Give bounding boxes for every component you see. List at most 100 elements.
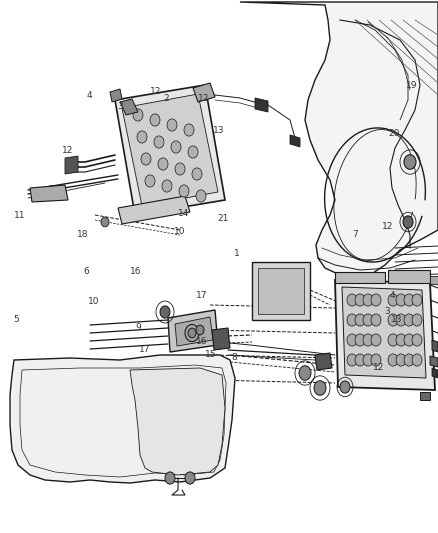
Circle shape xyxy=(371,334,381,346)
Polygon shape xyxy=(335,280,435,390)
Polygon shape xyxy=(212,328,230,350)
Text: 9: 9 xyxy=(135,324,141,332)
Circle shape xyxy=(396,354,406,366)
Text: 12: 12 xyxy=(382,222,393,231)
Text: 11: 11 xyxy=(14,212,25,220)
Circle shape xyxy=(179,185,189,197)
Circle shape xyxy=(412,314,422,326)
Polygon shape xyxy=(193,83,215,102)
Circle shape xyxy=(363,294,373,306)
Text: 16: 16 xyxy=(196,337,207,345)
Text: 12: 12 xyxy=(150,87,161,96)
Text: 5: 5 xyxy=(14,316,20,324)
Circle shape xyxy=(388,334,398,346)
Circle shape xyxy=(141,153,151,165)
Circle shape xyxy=(355,354,365,366)
Circle shape xyxy=(184,124,194,136)
Text: 4: 4 xyxy=(87,92,92,100)
Circle shape xyxy=(165,472,175,484)
Circle shape xyxy=(403,216,413,228)
Circle shape xyxy=(371,314,381,326)
Circle shape xyxy=(371,354,381,366)
Circle shape xyxy=(299,366,311,381)
Polygon shape xyxy=(118,196,190,224)
Text: 14: 14 xyxy=(178,209,190,217)
Circle shape xyxy=(133,109,143,121)
Text: 2: 2 xyxy=(164,94,169,103)
Polygon shape xyxy=(175,317,213,346)
Circle shape xyxy=(188,146,198,158)
Polygon shape xyxy=(335,272,385,283)
Text: 7: 7 xyxy=(352,230,358,239)
Circle shape xyxy=(388,294,398,306)
Circle shape xyxy=(355,294,365,306)
Circle shape xyxy=(396,314,406,326)
Text: 10: 10 xyxy=(174,228,185,236)
Text: 3: 3 xyxy=(385,308,391,316)
Polygon shape xyxy=(252,262,310,320)
Text: 12: 12 xyxy=(198,94,209,103)
Polygon shape xyxy=(430,276,438,284)
Text: 15: 15 xyxy=(205,350,217,359)
Circle shape xyxy=(404,334,414,346)
Circle shape xyxy=(347,354,357,366)
Circle shape xyxy=(196,325,204,335)
Circle shape xyxy=(404,155,416,169)
Circle shape xyxy=(162,180,172,192)
Polygon shape xyxy=(430,356,438,367)
Polygon shape xyxy=(342,287,426,378)
Polygon shape xyxy=(65,156,78,174)
Circle shape xyxy=(388,354,398,366)
Text: 20: 20 xyxy=(389,129,400,138)
Text: 8: 8 xyxy=(231,353,237,361)
Circle shape xyxy=(188,328,196,338)
Circle shape xyxy=(33,188,43,200)
Polygon shape xyxy=(290,135,300,147)
Circle shape xyxy=(196,190,206,202)
Polygon shape xyxy=(110,89,122,102)
Polygon shape xyxy=(240,2,438,278)
Polygon shape xyxy=(168,310,218,352)
Polygon shape xyxy=(432,340,438,352)
Polygon shape xyxy=(130,368,225,475)
Circle shape xyxy=(347,294,357,306)
Polygon shape xyxy=(258,268,304,314)
Text: 12: 12 xyxy=(62,146,74,155)
Text: 13: 13 xyxy=(391,316,402,324)
Circle shape xyxy=(396,334,406,346)
Circle shape xyxy=(192,168,202,180)
Text: 3: 3 xyxy=(117,102,124,111)
Text: 17: 17 xyxy=(196,292,207,300)
Text: 16: 16 xyxy=(130,268,141,276)
Text: 6: 6 xyxy=(84,268,90,276)
Circle shape xyxy=(175,163,185,175)
Polygon shape xyxy=(10,355,235,483)
Circle shape xyxy=(347,314,357,326)
Polygon shape xyxy=(122,94,218,206)
Polygon shape xyxy=(115,85,225,215)
Text: 10: 10 xyxy=(88,297,100,305)
Text: 19: 19 xyxy=(406,81,417,90)
Polygon shape xyxy=(432,368,438,378)
Circle shape xyxy=(404,314,414,326)
Circle shape xyxy=(145,175,155,187)
Circle shape xyxy=(355,334,365,346)
Text: 13: 13 xyxy=(213,126,225,135)
Circle shape xyxy=(160,306,170,318)
Circle shape xyxy=(101,217,109,227)
Circle shape xyxy=(185,472,195,484)
Polygon shape xyxy=(388,270,430,283)
Circle shape xyxy=(363,354,373,366)
Text: 1: 1 xyxy=(233,249,240,257)
Text: 12: 12 xyxy=(373,364,385,372)
Circle shape xyxy=(363,314,373,326)
Circle shape xyxy=(167,119,177,131)
Polygon shape xyxy=(30,185,68,202)
Circle shape xyxy=(388,314,398,326)
Circle shape xyxy=(340,381,350,393)
Circle shape xyxy=(412,334,422,346)
Circle shape xyxy=(396,294,406,306)
Circle shape xyxy=(154,136,164,148)
Circle shape xyxy=(412,294,422,306)
Circle shape xyxy=(363,334,373,346)
